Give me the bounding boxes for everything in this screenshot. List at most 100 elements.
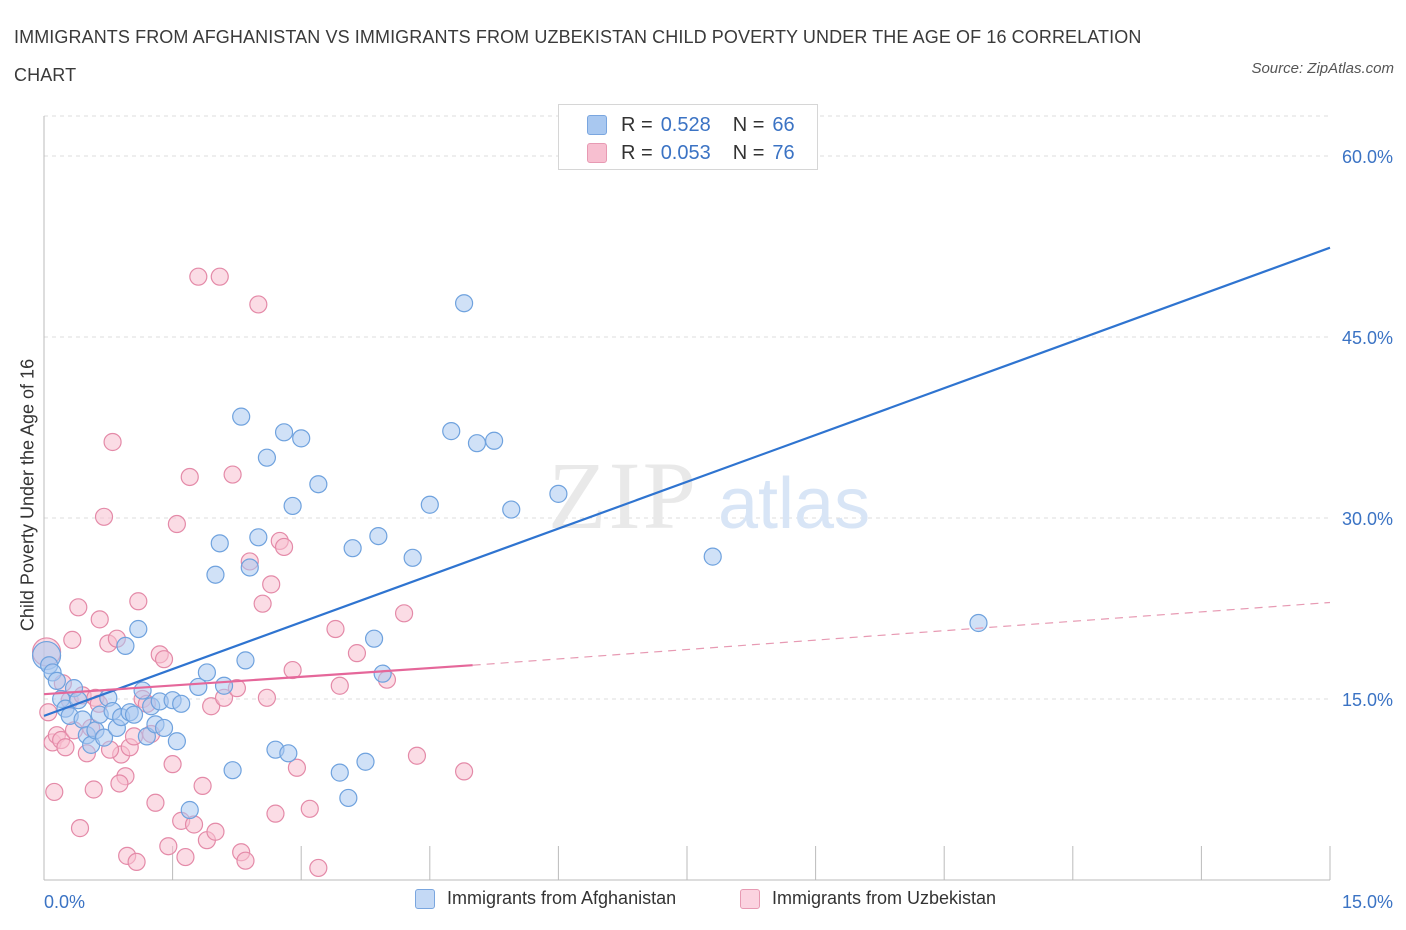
legend-r-label: R = <box>621 141 653 164</box>
uzbekistan-point <box>103 432 122 452</box>
afghanistan-point <box>364 629 384 648</box>
uzbekistan-point <box>56 738 75 757</box>
uzbekistan-point <box>266 804 285 823</box>
afghanistan-point <box>283 496 302 516</box>
trend-lines <box>43 246 1331 717</box>
afghanistan-point <box>420 495 439 514</box>
uzbekistan-point <box>154 650 174 669</box>
afghanistan-point <box>969 613 988 633</box>
watermark-atlas: atlas <box>718 464 870 544</box>
uzbekistan-point <box>45 782 64 802</box>
afghanistan-point <box>703 547 722 566</box>
axes <box>43 116 1331 881</box>
afghanistan-point <box>454 294 474 313</box>
afghanistan-point <box>197 663 216 682</box>
uzbekistan-point <box>309 858 328 878</box>
legend-r-value: 0.528 <box>660 113 711 136</box>
uzbekistan-point <box>146 793 165 812</box>
legend-n-value: 76 <box>772 141 795 164</box>
uzbekistan-point <box>236 851 255 870</box>
afghanistan-points <box>31 294 988 820</box>
afghanistan-point <box>549 484 568 503</box>
afghanistan-point <box>279 744 298 763</box>
uzbekistan-point <box>249 295 268 314</box>
series-legend-uzbekistan[interactable]: Immigrants from Uzbekistan <box>740 888 996 909</box>
watermark-zip: ZIP <box>548 442 698 549</box>
afghanistan-point <box>47 671 66 691</box>
y-axis-label: Child Poverty Under the Age of 16 <box>17 358 38 632</box>
legend-swatch-afghanistan <box>587 115 607 135</box>
uzbekistan-point <box>202 697 221 716</box>
afghanistan-point <box>373 664 392 683</box>
uzbekistan-point <box>210 267 229 286</box>
afghanistan-point <box>172 694 191 713</box>
afghanistan-point <box>154 718 174 738</box>
afghanistan-point <box>223 761 242 780</box>
uzbekistan-point <box>326 619 345 639</box>
uzbekistan-point <box>394 604 414 623</box>
uzbekistan-point <box>129 592 148 611</box>
uzbekistan-point <box>176 847 195 867</box>
uzbekistan-point <box>127 852 146 872</box>
uzbekistan-trend-extension <box>472 601 1331 666</box>
legend-n-label: N = <box>732 113 765 136</box>
series-legend: Immigrants from Afghanistan Immigrants f… <box>0 888 1406 916</box>
afghanistan-point <box>249 528 268 547</box>
legend-row-afghanistan: R = 0.528 N = 66 <box>587 113 795 137</box>
afghanistan-point <box>309 475 328 494</box>
afghanistan-point <box>274 423 294 442</box>
afghanistan-point <box>167 732 186 751</box>
legend-n-label: N = <box>732 141 765 164</box>
afghanistan-point <box>403 548 422 567</box>
uzbekistan-point <box>167 514 186 534</box>
afghanistan-trend-line <box>43 246 1331 717</box>
grid-lines <box>44 115 1330 700</box>
uzbekistan-point <box>70 819 90 838</box>
uzbekistan-point <box>283 660 302 680</box>
afghanistan-point <box>257 448 277 467</box>
source-label: Source: ZipAtlas.com <box>1251 60 1394 77</box>
afghanistan-point <box>210 534 229 553</box>
series-swatch-uzbekistan <box>740 888 760 909</box>
afghanistan-point <box>236 651 255 670</box>
uzbekistan-trend-line <box>43 664 473 696</box>
afghanistan-point <box>240 558 259 577</box>
uzbekistan-point <box>69 598 88 617</box>
uzbekistan-point <box>63 630 82 649</box>
afghanistan-point <box>292 429 311 448</box>
afghanistan-point <box>116 636 135 656</box>
uzbekistan-point <box>110 774 129 793</box>
watermark: ZIP atlas <box>548 442 870 549</box>
uzbekistan-point <box>300 799 319 818</box>
afghanistan-point <box>343 539 362 558</box>
uzbekistan-point <box>330 676 349 695</box>
y-tick-label: 15.0% <box>1342 690 1393 710</box>
uzbekistan-point <box>94 507 114 526</box>
series-swatch-afghanistan <box>415 888 435 909</box>
afghanistan-point <box>339 788 358 808</box>
afghanistan-point <box>124 705 144 724</box>
legend-swatch-uzbekistan <box>587 143 607 163</box>
series-legend-label: Immigrants from Afghanistan <box>447 888 677 908</box>
uzbekistan-point <box>454 762 474 781</box>
x-tick-label: 0.0% <box>44 892 85 912</box>
correlation-legend: R = 0.528 N = 66 R = 0.053 N = 76 <box>558 104 818 170</box>
afghanistan-point <box>180 800 199 820</box>
afghanistan-point <box>94 728 114 747</box>
afghanistan-point <box>232 407 251 426</box>
afghanistan-point <box>502 500 521 519</box>
uzbekistan-point <box>84 780 103 799</box>
uzbekistan-point <box>90 610 109 629</box>
afghanistan-point <box>467 434 487 453</box>
uzbekistan-point <box>257 688 277 707</box>
y-tick-label: 30.0% <box>1342 509 1393 529</box>
series-legend-afghanistan[interactable]: Immigrants from Afghanistan <box>415 888 676 909</box>
uzbekistan-point <box>163 755 182 774</box>
tick-labels: 15.0% 30.0% 45.0% 60.0% 0.0% 15.0% <box>44 147 1393 912</box>
legend-r-value: 0.053 <box>660 141 711 164</box>
afghanistan-point <box>214 676 234 695</box>
chart-title: IMMIGRANTS FROM AFGHANISTAN VS IMMIGRANT… <box>14 27 1142 85</box>
afghanistan-point <box>133 681 152 700</box>
series-legend-label: Immigrants from Uzbekistan <box>772 888 997 908</box>
